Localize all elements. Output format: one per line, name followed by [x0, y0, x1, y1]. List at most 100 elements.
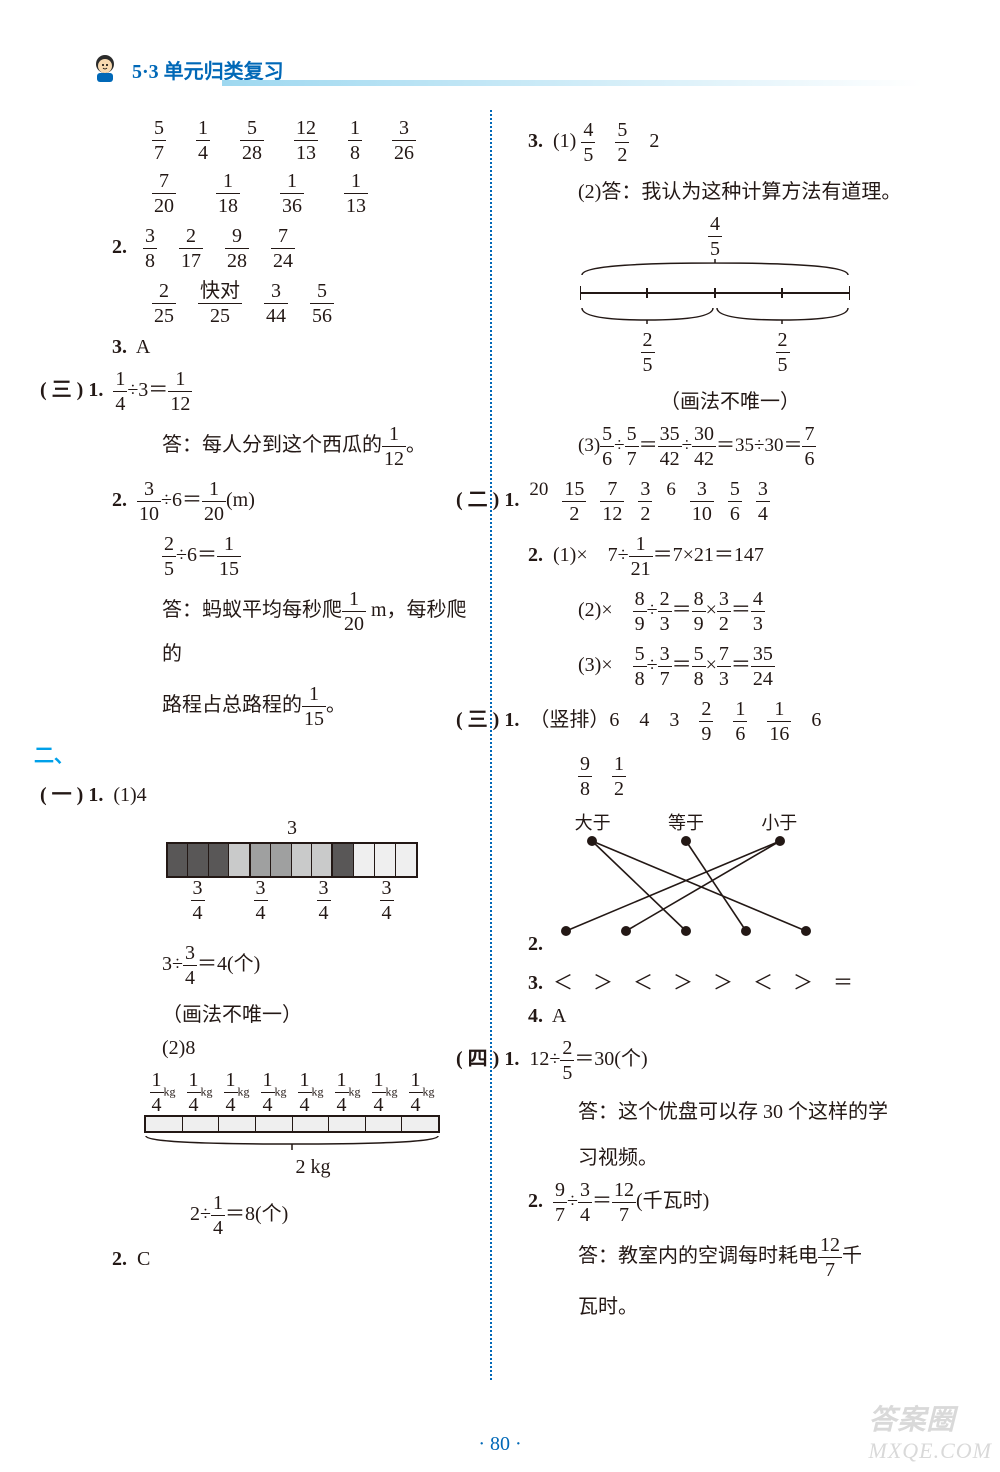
match-label: 大于 [575, 809, 611, 835]
frac: 23 [658, 599, 672, 621]
answer-text: ＝8(个) [225, 1203, 288, 1225]
frac: 29 [699, 709, 713, 731]
frac: 25 [715, 330, 850, 375]
answer-text: 。 [406, 434, 426, 456]
frac: 127 [612, 1190, 636, 1212]
frac: 89 [633, 599, 647, 621]
mascot-icon [88, 52, 122, 86]
answer-text: 习视频。 [578, 1141, 910, 1170]
answer-text: (1)4 [113, 784, 146, 806]
item-num: 1. [88, 784, 108, 807]
note-text: （画法不唯一） [162, 998, 482, 1027]
item-num: 2. [528, 933, 548, 956]
frac: 76 [802, 435, 816, 456]
frac: 43 [751, 599, 765, 621]
answer-text: 瓦时。 [578, 1290, 910, 1319]
item-num: 3. [528, 972, 548, 995]
answer-text: 答：教室内的空调每时耗电 [578, 1245, 818, 1267]
kg-bar-diagram: 14kg14kg14kg14kg14kg14kg14kg14kg 2 kg [144, 1070, 482, 1179]
item-num: 2. [112, 489, 132, 512]
unit: (千瓦时) [636, 1190, 709, 1212]
answer-text: C [137, 1248, 150, 1270]
match-label: 等于 [668, 809, 704, 835]
frac: 120 [202, 489, 226, 511]
answer-text: 路程占总路程的 [162, 694, 302, 716]
frac: 25 [162, 544, 176, 566]
match-svg [546, 835, 826, 939]
answer-text: 6 [811, 709, 821, 731]
item-num: 1. [504, 489, 524, 512]
item-num: 2. [528, 544, 548, 567]
header-rule [222, 80, 922, 86]
section-label: 二、 [34, 745, 74, 767]
section-label: ( 四 ) [456, 1042, 499, 1071]
item-num: 1. [88, 379, 108, 402]
frac: 45 [581, 130, 595, 152]
frac: 98 [578, 764, 592, 786]
frac: 57 [625, 435, 639, 456]
item-num: 1. [504, 709, 524, 732]
frac: 12 [612, 764, 626, 786]
op-text: ÷3＝ [127, 379, 168, 401]
frac: 112 [168, 379, 192, 401]
frac: 16 [733, 709, 747, 731]
answer-text: 答：这个优盘可以存 30 个这样的学 [578, 1093, 910, 1131]
op-text: 12÷ [529, 1048, 560, 1070]
item-num: 2. [528, 1190, 548, 1213]
watermark-url: MXQE.COM [869, 1438, 992, 1463]
brace-svg [144, 1134, 440, 1150]
op-text: ＝35÷30＝ [716, 435, 802, 456]
answer-text: 。 [326, 694, 346, 716]
answer-text: 2 [649, 130, 659, 152]
watermark-text: 答案圈 [869, 1398, 992, 1438]
frac: 116 [767, 709, 791, 731]
frac: 310 [137, 489, 161, 511]
answer-text: (2)8 [162, 1037, 482, 1060]
op-text: 7÷ [608, 544, 629, 566]
item-num: 3. [112, 336, 132, 359]
answer-text: （竖排）6 4 3 [529, 709, 679, 731]
answer-row: 225快对25344556 [152, 281, 482, 326]
answer-row: 5714528121318326 [152, 118, 482, 163]
bar-model-diagram: 3 34 34 34 34 [166, 817, 482, 923]
brace-top-svg [580, 259, 850, 277]
answer-text: A [136, 336, 150, 358]
op-text: 2÷ [190, 1203, 211, 1225]
op-text: ÷6＝ [176, 544, 217, 566]
answer-text: 千 [842, 1245, 862, 1267]
frac: 115 [217, 544, 241, 566]
brace-line-svg [580, 286, 850, 300]
answer-text: 答：蚂蚁平均每秒爬 [162, 599, 342, 621]
column-right: 3. (1) 45 52 2 (2)答：我认为这种计算方法有道理。 45 25 [510, 110, 910, 1380]
brace-diagram: 45 25 25 [580, 214, 850, 375]
section-label: ( 二 ) [456, 483, 499, 512]
kg-total: 2 kg [144, 1156, 482, 1179]
item-num: 1. [504, 1048, 524, 1071]
answer-text: ＝30(个) [574, 1048, 647, 1070]
page-number: · 80 · [0, 1433, 1000, 1456]
frac: 112 [382, 434, 406, 456]
frac: 34 [166, 878, 229, 923]
frac: 34 [183, 953, 197, 975]
frac: 89 [692, 599, 706, 621]
unit: (m) [226, 489, 255, 511]
frac: 34 [292, 878, 355, 923]
section-label: ( 三 ) [456, 703, 499, 732]
answer-row: 38217928724 [143, 226, 295, 271]
frac: 58 [692, 654, 706, 676]
frac: 52 [615, 130, 629, 152]
frac: 45 [580, 214, 850, 259]
brace-bot-svg [580, 306, 850, 324]
frac: 56 [600, 435, 614, 456]
subitem: (3) [578, 435, 600, 456]
watermark: 答案圈 MXQE.COM [869, 1398, 992, 1464]
frac: 14 [211, 1203, 225, 1225]
match-label: 小于 [761, 809, 797, 835]
frac: 127 [818, 1245, 842, 1267]
answer-text: ＜ ＞ ＜ ＞ ＞ ＜ ＞ ＝ [553, 972, 853, 994]
frac: 115 [302, 694, 326, 716]
subitem: (1) [553, 130, 576, 152]
column-divider [490, 110, 492, 1380]
frac: 120 [342, 599, 366, 621]
frac: 3542 [658, 435, 682, 456]
